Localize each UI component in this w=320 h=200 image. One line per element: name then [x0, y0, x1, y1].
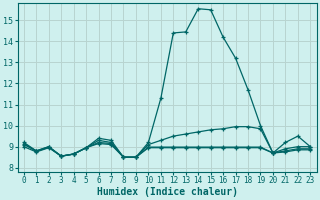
X-axis label: Humidex (Indice chaleur): Humidex (Indice chaleur) [97, 186, 237, 197]
